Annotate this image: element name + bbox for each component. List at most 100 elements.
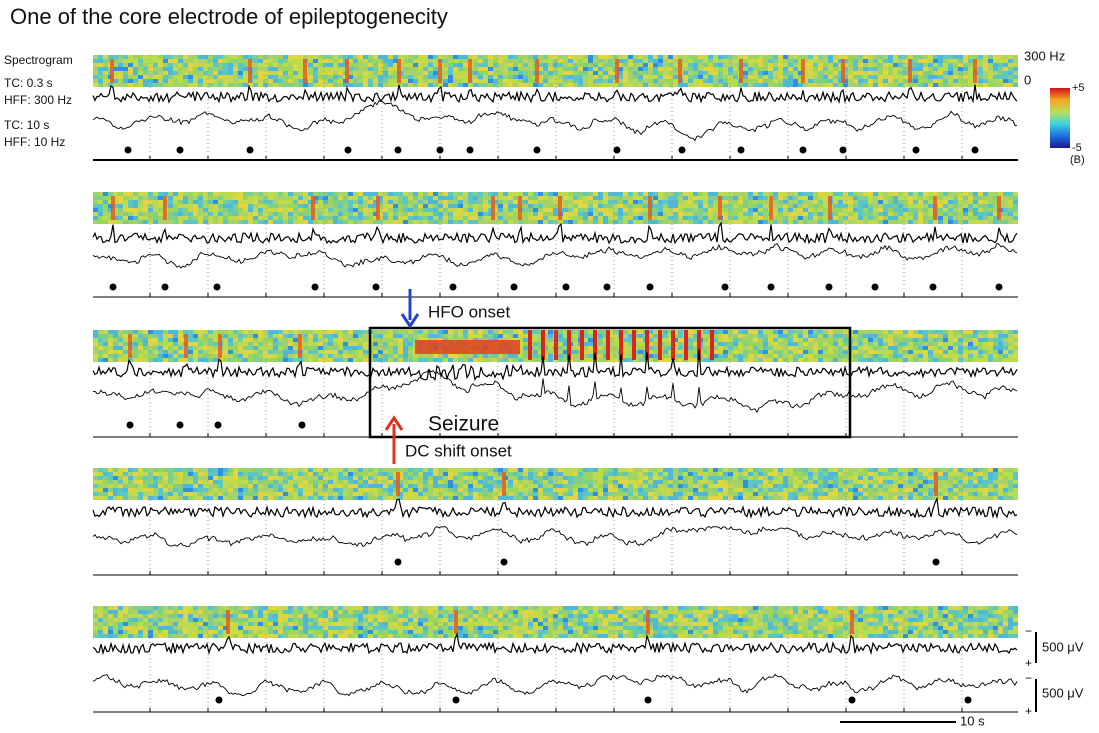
spectrogram-cell — [373, 71, 378, 75]
spectrogram-cell — [858, 67, 863, 71]
spectrogram-cell — [478, 63, 483, 67]
spectrogram-cell — [993, 338, 998, 342]
trace-fast — [93, 223, 1017, 243]
spectrogram-cell — [578, 55, 583, 59]
spectrogram-cell — [513, 192, 518, 196]
spectrogram-cell — [308, 192, 313, 196]
spectrogram-cell — [283, 59, 288, 63]
spectrogram-cell — [913, 216, 918, 220]
spectrogram-cell — [408, 59, 413, 63]
spectrogram-cell — [123, 484, 128, 488]
spectrogram-cell — [178, 342, 183, 346]
spectrogram-cell — [298, 476, 303, 480]
spectrogram-cell — [818, 204, 823, 208]
spectrogram-cell — [288, 480, 293, 484]
spectrogram-cell — [908, 212, 913, 216]
spectrogram-cell — [703, 346, 708, 350]
spectrogram-cell — [868, 208, 873, 212]
spectrogram-cell — [158, 192, 163, 196]
spectrogram-cell — [133, 330, 138, 334]
spectrogram-cell — [223, 342, 228, 346]
spectrogram-cell — [278, 484, 283, 488]
spectrogram-cell — [863, 75, 868, 79]
spectrogram-cell — [448, 334, 453, 338]
spectrogram-cell — [953, 55, 958, 59]
spectrogram-cell — [963, 67, 968, 71]
spectrogram-cell — [293, 55, 298, 59]
spectrogram-cell — [283, 350, 288, 354]
spectrogram-cell — [873, 330, 878, 334]
spectrogram-cell — [313, 358, 318, 362]
spectrogram-cell — [838, 83, 843, 87]
spectrogram-cell — [628, 212, 633, 216]
spectrogram-cell — [688, 83, 693, 87]
spectrogram-cell — [138, 200, 143, 204]
spectrogram-cell — [138, 346, 143, 350]
spectrogram-cell — [288, 484, 293, 488]
spectrogram-cell — [193, 346, 198, 350]
spectrogram-cell — [223, 79, 228, 83]
spectrogram-cell — [1008, 63, 1013, 67]
spectrogram-cell — [258, 492, 263, 496]
spectrogram-cell — [353, 55, 358, 59]
spectrogram-burst — [110, 59, 114, 83]
spectrogram-cell — [978, 196, 983, 200]
spectrogram-cell — [363, 79, 368, 83]
spectrogram-cell — [388, 342, 393, 346]
spectrogram-cell — [328, 208, 333, 212]
spectrogram-cell — [963, 334, 968, 338]
spectrogram-cell — [583, 196, 588, 200]
spectrogram-cell — [258, 204, 263, 208]
spectrogram-cell — [868, 196, 873, 200]
spectrogram-cell — [808, 208, 813, 212]
spectrogram-cell — [603, 200, 608, 204]
spectrogram-cell — [453, 71, 458, 75]
spectrogram-cell — [173, 220, 178, 224]
spectrogram-cell — [403, 59, 408, 63]
spectrogram-cell — [213, 350, 218, 354]
spectrogram-cell — [268, 496, 273, 500]
spectrogram-cell — [923, 67, 928, 71]
spectrogram-cell — [203, 354, 208, 358]
spectrogram-cell — [873, 59, 878, 63]
spectrogram-cell — [203, 55, 208, 59]
spectrogram-cell — [313, 488, 318, 492]
spectrogram-cell — [508, 220, 513, 224]
spectrogram-cell — [908, 83, 913, 87]
spectrogram-cell — [243, 330, 248, 334]
spectrogram-cell — [758, 71, 763, 75]
spectrogram-cell — [578, 71, 583, 75]
spectrogram-cell — [153, 200, 158, 204]
spectrogram-cell — [418, 208, 423, 212]
spectrogram-cell — [548, 208, 553, 212]
spectrogram-cell — [758, 200, 763, 204]
spectrogram-cell — [643, 67, 648, 71]
spectrogram-cell — [243, 75, 248, 79]
spectrogram-cell — [168, 200, 173, 204]
spectrogram-cell — [898, 67, 903, 71]
spectrogram-cell — [593, 59, 598, 63]
spectrogram-cell — [253, 75, 258, 79]
spectrogram-cell — [173, 354, 178, 358]
spectrogram-cell — [608, 216, 613, 220]
spectrogram-cell — [133, 55, 138, 59]
spectrogram-cell — [888, 83, 893, 87]
spectrogram-cell — [383, 354, 388, 358]
spectrogram-cell — [853, 200, 858, 204]
spectrogram-cell — [343, 220, 348, 224]
spectrogram-cell — [818, 196, 823, 200]
spectrogram-cell — [178, 208, 183, 212]
spectrogram-cell — [518, 220, 523, 224]
spectrogram-cell — [208, 220, 213, 224]
spectrogram-cell — [213, 342, 218, 346]
spectrogram-cell — [248, 472, 253, 476]
spectrogram-cell — [193, 484, 198, 488]
spectrogram-cell — [368, 220, 373, 224]
spectrogram-cell — [288, 55, 293, 59]
spectrogram-cell — [223, 334, 228, 338]
spectrogram-cell — [633, 59, 638, 63]
spectrogram-cell — [138, 330, 143, 334]
spectrogram-cell — [598, 55, 603, 59]
spectrogram-cell — [278, 468, 283, 472]
spectrogram-cell — [748, 200, 753, 204]
